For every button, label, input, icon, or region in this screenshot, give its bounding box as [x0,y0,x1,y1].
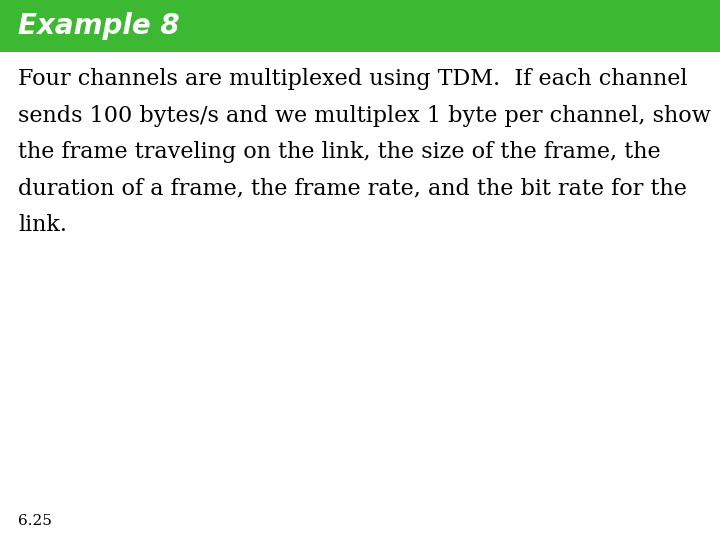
Text: Four channels are multiplexed using TDM.  If each channel: Four channels are multiplexed using TDM.… [18,68,688,90]
Bar [0,0,720,52]
Text: duration of a frame, the frame rate, and the bit rate for the: duration of a frame, the frame rate, and… [18,178,687,199]
Text: link.: link. [18,214,67,236]
Text: 6.25: 6.25 [18,514,52,528]
Text: Example 8: Example 8 [18,12,179,40]
Text: the frame traveling on the link, the size of the frame, the: the frame traveling on the link, the siz… [18,141,661,163]
Text: sends 100 bytes/s and we multiplex 1 byte per channel, show: sends 100 bytes/s and we multiplex 1 byt… [18,105,711,126]
